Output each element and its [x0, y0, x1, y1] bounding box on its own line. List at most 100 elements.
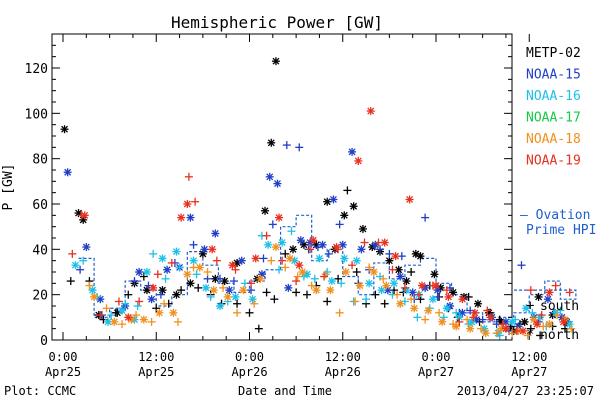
marker-stroke — [303, 270, 311, 278]
marker-stroke — [545, 288, 553, 296]
marker-stroke — [390, 279, 398, 287]
marker-stroke — [284, 284, 292, 292]
metp-02-north-point — [385, 256, 394, 265]
noaa-19-south-point — [184, 172, 193, 181]
noaa-18-north-point — [139, 315, 148, 324]
marker-stroke — [370, 268, 378, 276]
metp-02-south-point — [139, 272, 148, 281]
noaa-18-south-point — [539, 322, 548, 331]
y-tick-label: 60 — [32, 198, 48, 213]
metp-02-south-point — [270, 295, 279, 304]
marker-stroke — [81, 211, 89, 219]
noaa-16-north-point — [231, 292, 240, 301]
noaa-15-north-point — [543, 295, 552, 304]
noaa-18-north-point — [223, 292, 232, 301]
noaa-15-south-point — [268, 220, 277, 229]
marker-stroke — [183, 200, 191, 208]
marker-stroke — [267, 139, 275, 147]
marker-stroke — [395, 266, 403, 274]
noaa-18-south-point — [160, 299, 169, 308]
noaa-18-south-point — [219, 283, 228, 292]
noaa-19-north-point — [295, 261, 304, 270]
marker-stroke — [530, 316, 538, 324]
south-symbol: + — [526, 298, 534, 314]
marker-stroke — [143, 268, 151, 276]
x-axis-label: Date and Time — [238, 384, 332, 398]
noaa-15-north-point — [284, 283, 293, 292]
noaa-18-north-point — [396, 299, 405, 308]
noaa-16-south-point — [275, 265, 284, 274]
noaa-15-north-point — [225, 286, 234, 295]
marker-stroke — [340, 254, 348, 262]
marker-stroke — [309, 236, 317, 244]
noaa-16-south-point — [161, 274, 170, 283]
noaa-18-south-point — [523, 331, 532, 340]
noaa-16-north-point — [327, 277, 336, 286]
marker-stroke — [342, 268, 350, 276]
noaa-18-south-point — [102, 304, 111, 313]
y-tick-label: 40 — [32, 243, 48, 258]
noaa-19-north-point — [519, 326, 528, 335]
marker-stroke — [196, 264, 204, 271]
marker-stroke — [140, 316, 148, 324]
noaa-18-north-point — [271, 243, 280, 252]
marker-stroke — [458, 309, 466, 317]
metp-02-south-point — [380, 299, 389, 308]
marker-stroke — [96, 295, 104, 303]
noaa-18-north-point — [195, 263, 204, 272]
noaa-18-south-point — [132, 311, 141, 320]
plot-timestamp: 2013/04/27 23:25:07 — [457, 384, 594, 398]
marker-stroke — [211, 275, 219, 283]
marker-stroke — [545, 320, 553, 328]
noaa-16-south-point — [121, 299, 130, 308]
marker-stroke — [471, 309, 479, 317]
noaa-18-north-point — [424, 306, 433, 315]
marker-stroke — [264, 241, 272, 249]
metp-02-south-point — [371, 290, 380, 299]
noaa-19-north-point — [391, 252, 400, 261]
legend-noaa-17: NOAA-17 — [526, 111, 581, 126]
noaa-16-north-point — [442, 304, 451, 313]
y-tick-label: 120 — [25, 62, 48, 77]
marker-stroke — [266, 173, 274, 181]
noaa-18-south-point — [365, 263, 374, 272]
noaa-19-north-point — [149, 283, 158, 292]
noaa-18-south-point — [379, 274, 388, 283]
metp-02-north-point — [394, 265, 403, 274]
noaa-19-south-point — [292, 277, 301, 286]
noaa-16-north-point — [522, 304, 531, 313]
noaa-18-south-point — [477, 324, 486, 333]
noaa-18-north-point — [285, 254, 294, 263]
x-tick-label-date: Apr26 — [231, 365, 267, 379]
marker-stroke — [502, 325, 510, 333]
marker-stroke — [289, 245, 297, 253]
marker-stroke — [286, 254, 294, 262]
marker-stroke — [291, 257, 299, 265]
noaa-15-south-point — [76, 265, 85, 274]
noaa-18-south-point — [335, 308, 344, 317]
noaa-18-north-point — [256, 274, 265, 283]
noaa-16-south-point — [452, 308, 461, 317]
noaa-18-north-point — [452, 322, 461, 331]
metp-02-north-point — [172, 290, 181, 299]
x-tick-label-date: Apr27 — [511, 365, 547, 379]
noaa-19-north-point — [501, 324, 510, 333]
marker-stroke — [272, 57, 280, 65]
marker-stroke — [90, 293, 98, 301]
noaa-19-south-point — [565, 288, 574, 297]
noaa-16-south-point — [337, 279, 346, 288]
metp-02-north-point — [261, 206, 270, 215]
metp-02-north-point — [340, 211, 349, 220]
marker-stroke — [200, 245, 208, 253]
noaa-19-north-point — [183, 200, 192, 208]
metp-02-north-point — [416, 252, 425, 261]
noaa-15-south-point — [189, 240, 198, 249]
noaa-18-north-point — [529, 315, 538, 324]
noaa-16-north-point — [172, 247, 181, 256]
noaa-18-south-point — [567, 324, 576, 333]
noaa-19-north-point — [559, 317, 568, 326]
marker-stroke — [124, 313, 132, 321]
marker-stroke — [326, 286, 334, 294]
noaa-16-north-point — [352, 256, 361, 265]
marker-stroke — [429, 295, 437, 303]
